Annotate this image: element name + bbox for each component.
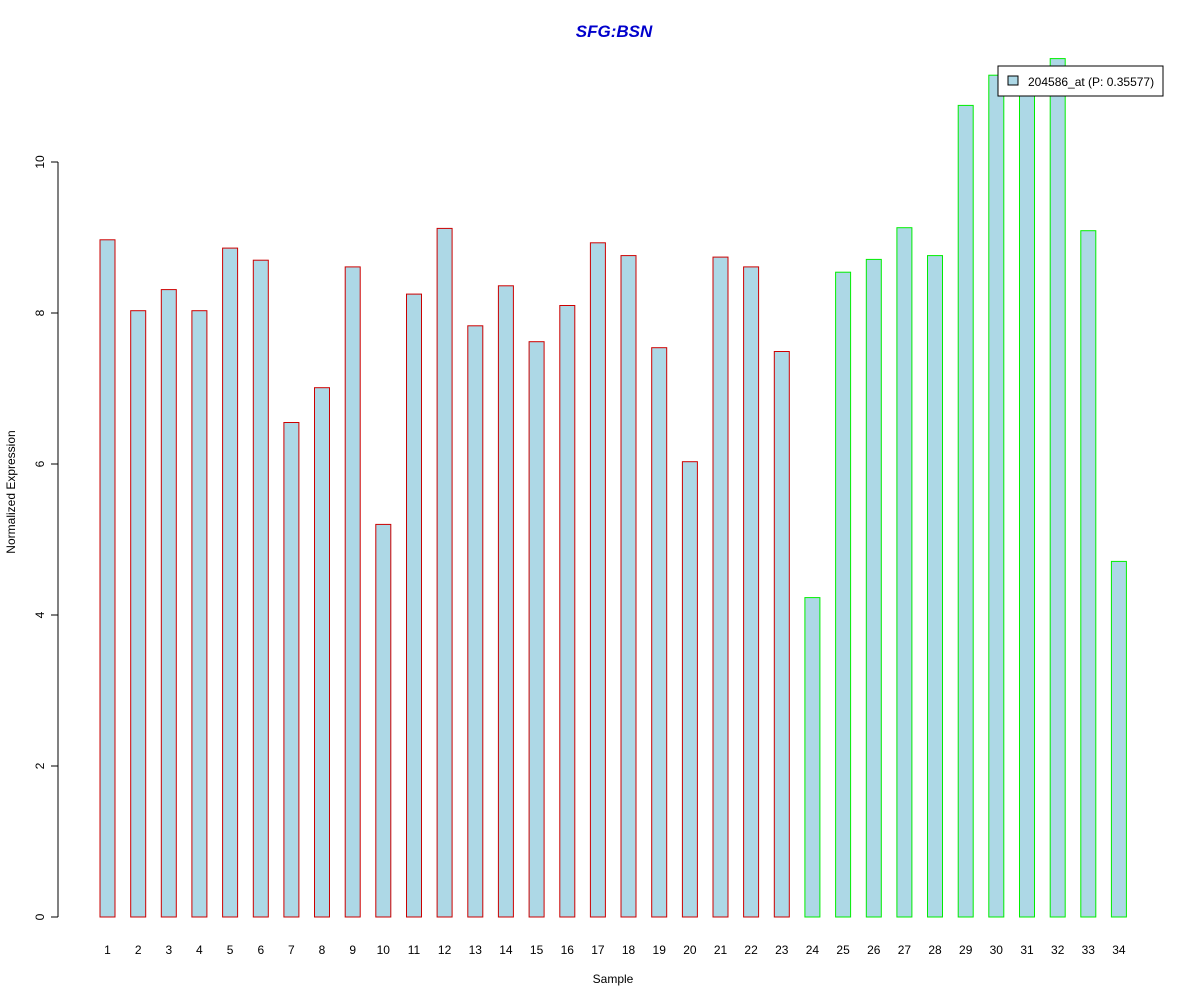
bar-sample-24	[804, 597, 821, 918]
y-tick-label: 6	[33, 460, 47, 467]
y-tick-label: 4	[33, 611, 47, 618]
y-tick-label: 2	[33, 762, 47, 769]
bar-sample-13	[467, 325, 484, 918]
x-tick-label: 32	[1051, 943, 1065, 957]
x-tick-label: 33	[1082, 943, 1096, 957]
x-tick-label: 22	[744, 943, 758, 957]
x-tick-label: 21	[714, 943, 728, 957]
bar-sample-21	[712, 256, 729, 918]
x-tick-label: 24	[806, 943, 820, 957]
y-tick-label: 10	[33, 155, 47, 169]
bars-group	[99, 58, 1127, 918]
x-tick-label: 34	[1112, 943, 1126, 957]
x-tick-label: 23	[775, 943, 789, 957]
bar-sample-3	[160, 289, 177, 918]
y-tick-label: 8	[33, 309, 47, 316]
x-tick-labels: 1 2 3 4 5 6 7 8 9 10 11 12 13 14 15 16 17 18 19 20 21 22 23 24 2…	[104, 943, 1126, 957]
y-axis-title: Normalized Expression	[4, 430, 18, 553]
x-tick-label: 18	[622, 943, 636, 957]
legend-box	[997, 65, 1164, 97]
x-tick-label: 17	[591, 943, 605, 957]
legend-label: 204586_at (P: 0.35577)	[1028, 75, 1154, 89]
x-tick-label: 13	[469, 943, 483, 957]
x-tick-label: 8	[319, 943, 326, 957]
bar-sample-15	[528, 341, 545, 918]
x-tick-label: 27	[898, 943, 912, 957]
bar-sample-23	[773, 351, 790, 918]
y-axis: 0 2 4 6 8 10	[33, 155, 59, 920]
x-tick-label: 16	[561, 943, 575, 957]
x-tick-label: 4	[196, 943, 203, 957]
bar-sample-18	[620, 255, 637, 918]
x-tick-label: 15	[530, 943, 544, 957]
legend-swatch	[1007, 75, 1019, 86]
x-axis-title: Sample	[593, 972, 634, 986]
x-tick-label: 11	[408, 943, 421, 957]
x-tick-label: 9	[349, 943, 356, 957]
x-tick-label: 25	[836, 943, 850, 957]
bar-sample-27	[896, 227, 913, 918]
bar-sample-29	[957, 104, 974, 918]
x-tick-label: 29	[959, 943, 973, 957]
x-tick-label: 31	[1020, 943, 1034, 957]
x-tick-label: 19	[653, 943, 667, 957]
x-tick-label: 2	[135, 943, 142, 957]
bar-sample-10	[375, 523, 392, 918]
bar-sample-1	[99, 239, 116, 918]
x-tick-label: 5	[227, 943, 234, 957]
bar-sample-34	[1110, 560, 1127, 918]
x-tick-label: 28	[928, 943, 942, 957]
x-tick-label: 26	[867, 943, 881, 957]
bar-sample-8	[314, 387, 330, 918]
bar-sample-33	[1080, 230, 1097, 918]
x-tick-label: 6	[257, 943, 264, 957]
bar-sample-6	[252, 259, 269, 918]
bar-sample-11	[406, 293, 422, 918]
y-tick-label: 0	[33, 913, 47, 920]
bar-sample-12	[436, 227, 453, 918]
chart-title: SFG:BSN	[576, 22, 653, 41]
bar-sample-17	[589, 242, 606, 918]
bar-sample-22	[743, 266, 760, 918]
bar-sample-26	[865, 258, 882, 918]
x-tick-label: 14	[499, 943, 513, 957]
bar-sample-19	[651, 347, 668, 918]
bar-sample-32	[1049, 58, 1066, 918]
bar-sample-16	[559, 305, 576, 918]
bar-sample-4	[191, 310, 208, 918]
x-tick-label: 7	[288, 943, 295, 957]
legend: 204586_at (P: 0.35577)	[997, 65, 1164, 97]
bar-sample-9	[344, 266, 361, 918]
x-tick-label: 3	[165, 943, 172, 957]
x-tick-label: 12	[438, 943, 452, 957]
bar-sample-25	[835, 271, 852, 918]
bar-sample-2	[130, 310, 147, 918]
bar-sample-31	[1019, 80, 1035, 918]
bar-sample-7	[283, 422, 300, 918]
bar-sample-20	[681, 461, 698, 918]
x-tick-label: 30	[990, 943, 1004, 957]
bar-sample-5	[222, 247, 239, 918]
bar-sample-14	[497, 285, 514, 918]
x-tick-label: 10	[377, 943, 391, 957]
x-tick-label: 20	[683, 943, 697, 957]
bar-sample-28	[927, 255, 943, 918]
x-tick-label: 1	[104, 943, 111, 957]
bar-sample-30	[988, 74, 1005, 918]
